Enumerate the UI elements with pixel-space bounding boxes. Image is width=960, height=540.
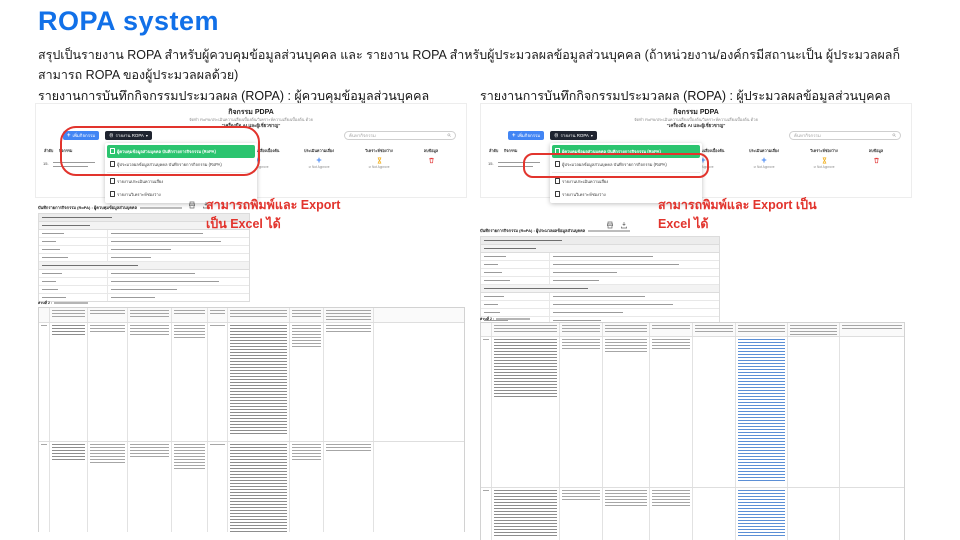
ropa-report-button[interactable]: รายงาน ROPA ▾ bbox=[550, 131, 597, 140]
row-number: 15. bbox=[43, 161, 49, 166]
doc-section1-table bbox=[38, 213, 250, 302]
search-input[interactable]: ค้นหากิจกรรม bbox=[344, 130, 456, 140]
left-section-heading: รายงานการบันทึกกิจกรรมประมวลผล (ROPA) : … bbox=[38, 89, 430, 103]
app-heading: กิจกรรม PDPA bbox=[228, 109, 274, 116]
app-subheading: จัดทำ RoPA/ประเมินความเสี่ยงเบื้องต้น/วิ… bbox=[634, 117, 758, 122]
right-section-heading: รายงานการบันทึกกิจกรรมประมวลผล (ROPA) : … bbox=[480, 89, 891, 103]
app-tagline: "เครื่องมือ AI และผู้เชี่ยวชาญ" bbox=[221, 122, 281, 128]
dropdown-item-gap-report[interactable]: รายงานวิเคราะห์ช่องว่าง bbox=[552, 188, 700, 201]
app-subheading: จัดทำ RoPA/ประเมินความเสี่ยงเบื้องต้น/วิ… bbox=[189, 117, 313, 122]
search-placeholder: ค้นหากิจกรรม bbox=[349, 132, 376, 138]
col-risk: ประเมินความเสี่ยง bbox=[304, 149, 334, 153]
doc-icon bbox=[555, 178, 560, 184]
doc-title: บันทึกรายการกิจกรรม (RoPA) : ผู้ประมวลผล… bbox=[480, 227, 631, 234]
doc-section1-table bbox=[480, 236, 720, 325]
search-icon bbox=[892, 133, 896, 137]
row-text-skeleton bbox=[498, 162, 542, 170]
doc-icon bbox=[555, 191, 560, 197]
download-icon[interactable] bbox=[620, 221, 628, 229]
export-annotation-left: สามารถพิมพ์และ Export เป็น Excel ได้ bbox=[206, 198, 341, 232]
status-badge: ⊘ Not Approve bbox=[813, 165, 835, 169]
printer-icon bbox=[554, 133, 558, 138]
doc-icon bbox=[555, 161, 560, 167]
search-placeholder: ค้นหากิจกรรม bbox=[794, 132, 821, 138]
doc-icon bbox=[110, 191, 115, 197]
plus-icon: + bbox=[512, 132, 516, 139]
download-icon[interactable] bbox=[202, 201, 210, 209]
page-title: ROPA system bbox=[38, 6, 220, 36]
doc-toolbar-icons bbox=[188, 201, 210, 209]
trash-icon[interactable] bbox=[428, 157, 435, 164]
search-icon bbox=[447, 133, 451, 137]
doc-section2-label: ส่วนที่ 2 : bbox=[480, 316, 531, 322]
col-gap: วิเคราะห์ช่องว่าง bbox=[365, 149, 393, 153]
hourglass-icon[interactable] bbox=[821, 157, 828, 164]
add-activity-label: เพิ่มกิจกรรม bbox=[72, 133, 96, 138]
pdpa-app-screenshot-controller: กิจกรรม PDPA จัดทำ RoPA/ประเมินความเสี่ย… bbox=[35, 103, 467, 203]
search-input[interactable]: ค้นหากิจกรรม bbox=[789, 130, 901, 140]
pdpa-app-screenshot-processor: กิจกรรม PDPA จัดทำ RoPA/ประเมินความเสี่ย… bbox=[480, 103, 912, 203]
highlight-oval bbox=[60, 126, 260, 176]
app-heading: กิจกรรม PDPA bbox=[673, 109, 719, 116]
export-annotation-right: สามารถพิมพ์และ Export เป็น Excel ได้ bbox=[658, 198, 817, 232]
col-activity: กิจกรรม bbox=[59, 149, 73, 153]
plus-icon[interactable]: + bbox=[761, 154, 767, 165]
doc-title: บันทึกรายการกิจกรรม (RoPA) : ผู้ควบคุมข้… bbox=[38, 204, 183, 211]
ropa-report-label: รายงาน ROPA bbox=[115, 133, 144, 138]
dropdown-item-controller-ropa[interactable]: ผู้ควบคุมข้อมูลส่วนบุคคล บันทึกรายการกิจ… bbox=[107, 144, 255, 158]
dropdown-item-processor-ropa[interactable]: ผู้ประมวลผลข้อมูลส่วนบุคคล บันทึกรายการก… bbox=[552, 158, 700, 171]
printer-icon[interactable] bbox=[188, 201, 196, 209]
dropdown-item-gap-report[interactable]: รายงานวิเคราะห์ช่องว่าง bbox=[107, 188, 255, 201]
doc-section2-table bbox=[480, 322, 905, 540]
dropdown-item-risk-report[interactable]: รายงานประเมินความเสี่ยง bbox=[552, 175, 700, 188]
page-subtitle: สรุปเป็นรายงาน ROPA สำหรับผู้ควบคุมข้อมู… bbox=[38, 48, 901, 82]
add-activity-button[interactable]: + เพิ่มกิจกรรม bbox=[508, 131, 545, 140]
doc-icon bbox=[110, 178, 115, 184]
status-badge: ⊘ Not Approve bbox=[692, 165, 714, 169]
printer-icon[interactable] bbox=[606, 221, 614, 229]
doc-icon bbox=[110, 148, 115, 154]
ropa-report-document-processor: บันทึกรายการกิจกรรม (RoPA) : ผู้ประมวลผล… bbox=[480, 227, 905, 540]
highlight-oval bbox=[523, 153, 709, 178]
dropdown-item-processor-ropa[interactable]: ผู้ประมวลผลข้อมูลส่วนบุคคล บันทึกรายการก… bbox=[107, 158, 255, 171]
dropdown-item-risk-report[interactable]: รายงานประเมินความเสี่ยง bbox=[107, 175, 255, 188]
col-no: ลำดับ bbox=[44, 149, 54, 153]
doc-icon bbox=[110, 161, 115, 167]
action-columns: ประเมินความเสี่ยงเบื้องต้น + ⊘ Not Appro… bbox=[227, 148, 459, 169]
chevron-down-icon: ▾ bbox=[145, 133, 148, 138]
app-tagline: "เครื่องมือ AI และผู้เชี่ยวชาญ" bbox=[666, 122, 726, 128]
plus-icon[interactable]: + bbox=[255, 154, 261, 165]
ropa-report-document-controller: บันทึกรายการกิจกรรม (RoPA) : ผู้ควบคุมข้… bbox=[38, 204, 465, 532]
plus-icon[interactable]: + bbox=[316, 154, 322, 165]
doc-section2-label: ส่วนที่ 2 : bbox=[38, 300, 89, 306]
printer-icon bbox=[109, 133, 113, 138]
col-risk-initial: ประเมินความเสี่ยงเบื้องต้น bbox=[236, 149, 280, 153]
status-badge: ⊘ Not Approve bbox=[368, 165, 390, 169]
trash-icon[interactable] bbox=[873, 157, 880, 164]
chevron-down-icon: ▾ bbox=[590, 133, 593, 138]
status-badge: ⊘ Not Approve bbox=[753, 165, 775, 169]
col-delete: ลบข้อมูล bbox=[423, 149, 439, 153]
hourglass-icon[interactable] bbox=[376, 157, 383, 164]
row-number: 15. bbox=[488, 161, 494, 166]
status-badge: ⊘ Not Approve bbox=[308, 165, 330, 169]
ropa-report-dropdown: ผู้ควบคุมข้อมูลส่วนบุคคล บันทึกรายการกิจ… bbox=[105, 142, 257, 203]
doc-section2-table bbox=[38, 307, 465, 532]
ropa-report-button[interactable]: รายงาน ROPA ▾ bbox=[105, 131, 152, 140]
ropa-report-dropdown: ผู้ควบคุมข้อมูลส่วนบุคคล บันทึกรายการกิจ… bbox=[550, 142, 702, 203]
doc-toolbar-icons bbox=[606, 221, 628, 229]
